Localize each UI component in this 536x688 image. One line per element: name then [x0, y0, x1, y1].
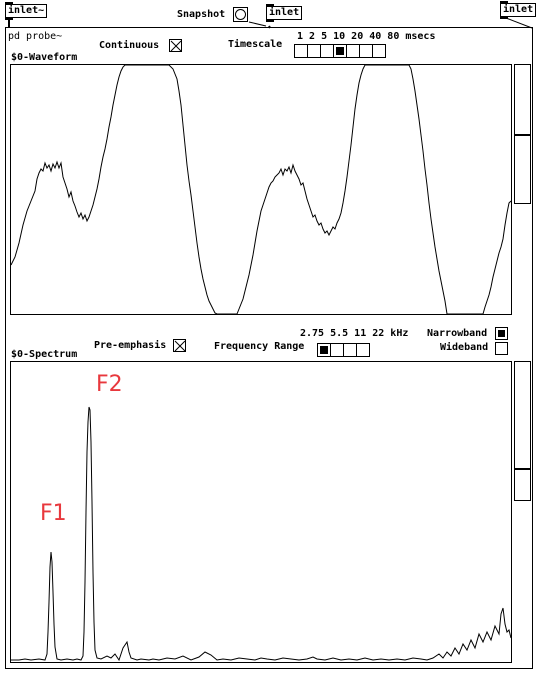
slider-knob[interactable] [515, 134, 530, 136]
preemphasis-label: Pre-emphasis [94, 340, 167, 351]
frequency-range-option-5-5[interactable] [330, 343, 344, 357]
bang-circle-icon [235, 9, 246, 20]
slider-knob[interactable] [515, 468, 530, 470]
inlet-tilde-object[interactable]: inlet~ [5, 2, 48, 20]
x-check-icon [174, 340, 186, 352]
continuous-toggle[interactable] [169, 39, 182, 52]
filled-check-icon [498, 330, 505, 337]
preemphasis-toggle[interactable] [173, 339, 186, 352]
f2-annotation: F2 [96, 372, 123, 397]
waveform-graph[interactable] [10, 64, 512, 315]
x-check-icon [170, 40, 182, 52]
wideband-label: Wideband [440, 342, 489, 353]
frequency-range-values: 2.75 5.5 11 22 kHz [300, 328, 409, 339]
frequency-range-radio[interactable] [317, 343, 370, 357]
continuous-label: Continuous [99, 40, 160, 51]
waveform-trace [11, 65, 511, 314]
timescale-option-1[interactable] [294, 44, 308, 58]
spectrum-label: $0-Spectrum [11, 349, 78, 360]
timescale-option-20[interactable] [346, 44, 360, 58]
snapshot-label: Snapshot [177, 9, 226, 20]
narrowband-toggle[interactable] [495, 327, 508, 340]
timescale-label: Timescale [228, 39, 283, 50]
timescale-radio[interactable] [294, 44, 386, 58]
timescale-option-10[interactable] [333, 44, 347, 58]
inlet-center-object[interactable]: inlet [266, 4, 303, 22]
inlet-right-object[interactable]: inlet [500, 1, 536, 19]
timescale-values: 1 2 5 10 20 40 80 msecs [297, 31, 436, 42]
subpatch-title: pd probe~ [8, 31, 63, 42]
snapshot-bang-button[interactable] [233, 7, 248, 22]
spectrum-graph[interactable] [10, 361, 512, 663]
narrowband-label: Narrowband [427, 328, 488, 339]
spectrum-trace [11, 406, 511, 662]
timescale-option-5[interactable] [320, 44, 334, 58]
waveform-level-slider[interactable] [514, 64, 531, 204]
waveform-label: $0-Waveform [11, 52, 78, 63]
spectrum-level-slider[interactable] [514, 361, 531, 501]
timescale-option-2[interactable] [307, 44, 321, 58]
timescale-option-40[interactable] [359, 44, 373, 58]
wideband-toggle[interactable] [495, 342, 508, 355]
frequency-range-option-22[interactable] [356, 343, 370, 357]
f1-annotation: F1 [40, 501, 67, 526]
frequency-range-option-2-75[interactable] [317, 343, 331, 357]
timescale-option-80[interactable] [372, 44, 386, 58]
frequency-range-label: Frequency Range [214, 341, 305, 352]
frequency-range-option-11[interactable] [343, 343, 357, 357]
